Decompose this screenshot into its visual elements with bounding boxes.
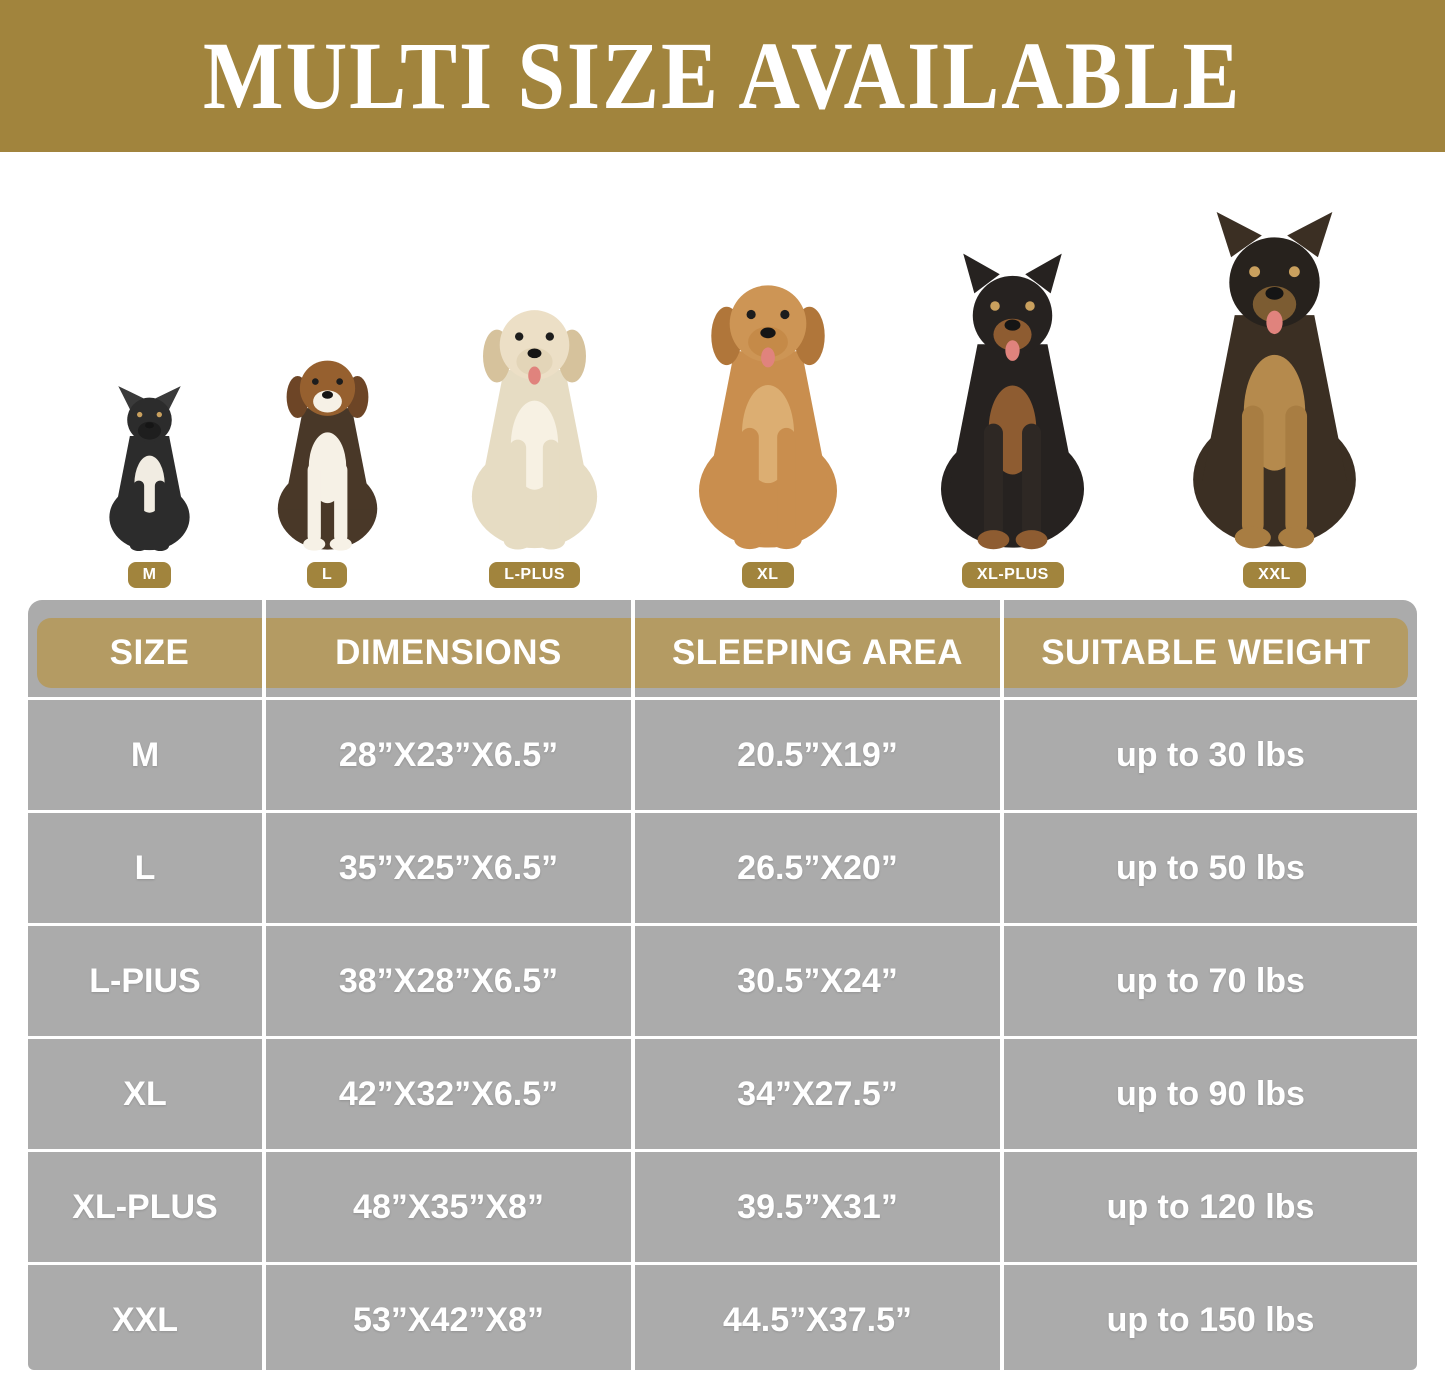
- cell-size-l: L: [28, 813, 262, 923]
- column-header-suitable-weight-label: SUITABLE WEIGHT: [1004, 618, 1408, 688]
- cell-weight-xl-plus: up to 120 lbs: [1004, 1152, 1417, 1262]
- size-label-l: L: [306, 562, 348, 588]
- dog-size-xxl: XXL: [1166, 210, 1383, 600]
- cell-weight-m: up to 30 lbs: [1004, 700, 1417, 810]
- cell-size-xl: XL: [28, 1039, 262, 1149]
- dog-size-l-plus: L-PLUS: [451, 289, 618, 600]
- cell-sleeping-xl: 34”X27.5”: [635, 1039, 1000, 1149]
- size-label-xxl: XXL: [1243, 562, 1306, 588]
- dog-size-xl: XL: [676, 262, 860, 600]
- column-header-size-label: SIZE: [37, 618, 262, 688]
- cell-sleeping-m: 20.5”X19”: [635, 700, 1000, 810]
- cell-dimensions-m: 28”X23”X6.5”: [266, 700, 631, 810]
- size-label-l-plus: L-PLUS: [489, 562, 581, 588]
- banner-title: MULTI SIZE AVAILABLE: [203, 22, 1242, 130]
- cell-weight-xl: up to 90 lbs: [1004, 1039, 1417, 1149]
- column-header-suitable-weight: SUITABLE WEIGHT: [1004, 600, 1417, 697]
- column-header-dimensions-label: DIMENSIONS: [266, 618, 631, 688]
- cell-sleeping-l: 26.5”X20”: [635, 813, 1000, 923]
- cell-sleeping-xxl: 44.5”X37.5”: [635, 1265, 1000, 1370]
- dog-size-m: M: [96, 384, 203, 600]
- cell-dimensions-xl: 42”X32”X6.5”: [266, 1039, 631, 1149]
- column-header-size: SIZE: [28, 600, 262, 697]
- cell-dimensions-l-plus: 38”X28”X6.5”: [266, 926, 631, 1036]
- size-label-xl-plus: XL-PLUS: [961, 562, 1064, 588]
- column-header-dimensions: DIMENSIONS: [266, 600, 631, 697]
- dog-size-l: L: [261, 344, 394, 600]
- column-header-sleeping-area-label: SLEEPING AREA: [635, 618, 1000, 688]
- cell-size-l-plus: L-PIUS: [28, 926, 262, 1036]
- cell-size-m: M: [28, 700, 262, 810]
- cell-sleeping-l-plus: 30.5”X24”: [635, 926, 1000, 1036]
- cell-weight-l: up to 50 lbs: [1004, 813, 1417, 923]
- cell-dimensions-xl-plus: 48”X35”X8”: [266, 1152, 631, 1262]
- banner: MULTI SIZE AVAILABLE: [0, 0, 1445, 152]
- size-label-xl: XL: [742, 562, 794, 588]
- beagle-image: [277, 360, 377, 551]
- french-bulldog-image: [109, 386, 190, 552]
- cream-retriever-image: [472, 310, 598, 550]
- dog-size-xl-plus: XL-PLUS: [917, 252, 1108, 600]
- golden-retriever-image: [698, 285, 837, 550]
- column-header-sleeping-area: SLEEPING AREA: [635, 600, 1000, 697]
- size-table: SIZE DIMENSIONS SLEEPING AREA SUITABLE W…: [28, 600, 1417, 1370]
- dog-size-comparison: M L: [0, 152, 1445, 600]
- cell-size-xl-plus: XL-PLUS: [28, 1152, 262, 1262]
- cell-weight-xxl: up to 150 lbs: [1004, 1265, 1417, 1370]
- cell-dimensions-xxl: 53”X42”X8”: [266, 1265, 631, 1370]
- cell-dimensions-l: 35”X25”X6.5”: [266, 813, 631, 923]
- cell-sleeping-xl-plus: 39.5”X31”: [635, 1152, 1000, 1262]
- doberman-image: [941, 253, 1085, 550]
- cell-weight-l-plus: up to 70 lbs: [1004, 926, 1417, 1036]
- size-label-m: M: [127, 562, 172, 588]
- german-shepherd-image: [1193, 212, 1356, 549]
- cell-size-xxl: XXL: [28, 1265, 262, 1370]
